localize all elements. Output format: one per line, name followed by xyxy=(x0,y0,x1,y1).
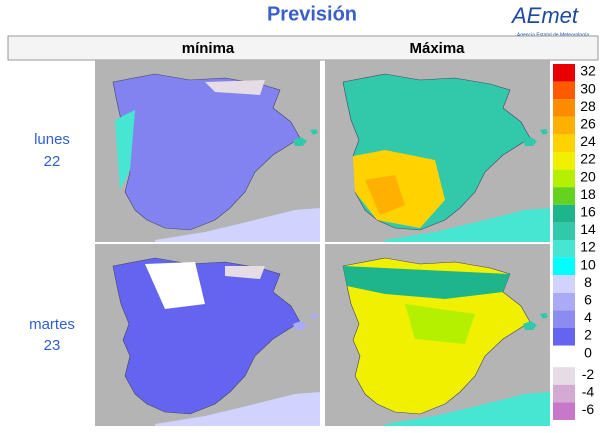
row-date: 22 xyxy=(44,153,61,170)
column-header: Máxima xyxy=(409,40,465,57)
legend-label: 28 xyxy=(580,98,596,114)
legend-swatch xyxy=(553,402,575,420)
legend-label: -6 xyxy=(582,401,595,417)
legend-label: 12 xyxy=(580,239,596,255)
legend-label: 26 xyxy=(580,116,596,132)
legend-label: -2 xyxy=(582,366,595,382)
legend-swatch xyxy=(553,64,575,82)
legend-label: 22 xyxy=(580,151,596,167)
legend-swatch xyxy=(553,240,575,258)
map-max-1 xyxy=(325,60,550,242)
legend-swatch xyxy=(553,328,575,346)
legend-swatch xyxy=(553,187,575,205)
legend-swatch xyxy=(553,275,575,293)
legend-swatch xyxy=(553,81,575,100)
legend-label: 16 xyxy=(580,204,596,220)
legend-swatch xyxy=(553,257,575,276)
legend-swatch xyxy=(553,292,575,311)
legend-label: 8 xyxy=(584,274,592,290)
legend-swatch xyxy=(553,116,575,135)
legend-swatch xyxy=(553,169,575,188)
row-date: 23 xyxy=(44,337,61,354)
legend-label: 10 xyxy=(580,256,596,272)
legend-swatch xyxy=(553,310,575,328)
header-bar xyxy=(7,35,599,61)
legend-swatch xyxy=(553,222,575,240)
column-header: mínima xyxy=(182,40,235,57)
logo-subtitle: Agencia Estatal de Meteorología xyxy=(517,32,589,38)
map-min-1 xyxy=(95,60,320,242)
legend-label: 18 xyxy=(580,186,596,202)
legend-label: 24 xyxy=(580,133,596,149)
legend-label: 14 xyxy=(580,221,596,237)
legend-swatch xyxy=(553,384,575,403)
legend-label: 20 xyxy=(580,168,596,184)
legend-label: 4 xyxy=(584,309,592,325)
legend-label: 32 xyxy=(580,63,596,79)
legend-label: -4 xyxy=(582,384,595,400)
row-day: lunes xyxy=(34,131,70,148)
legend-label: 6 xyxy=(584,292,592,308)
legend-swatch xyxy=(553,367,575,385)
legend-label: 30 xyxy=(580,80,596,96)
legend-swatch xyxy=(553,345,575,364)
legend-swatch xyxy=(553,134,575,152)
row-day: martes xyxy=(29,316,75,333)
legend-label: 0 xyxy=(584,344,592,360)
map-max-2 xyxy=(325,244,550,426)
legend-swatch xyxy=(553,204,575,223)
logo: AEmet xyxy=(510,3,579,28)
title: Previsión xyxy=(267,3,357,25)
legend-swatch xyxy=(553,99,575,117)
map-min-2 xyxy=(95,244,320,426)
legend-label: 2 xyxy=(584,327,592,343)
legend-swatch xyxy=(553,152,575,170)
